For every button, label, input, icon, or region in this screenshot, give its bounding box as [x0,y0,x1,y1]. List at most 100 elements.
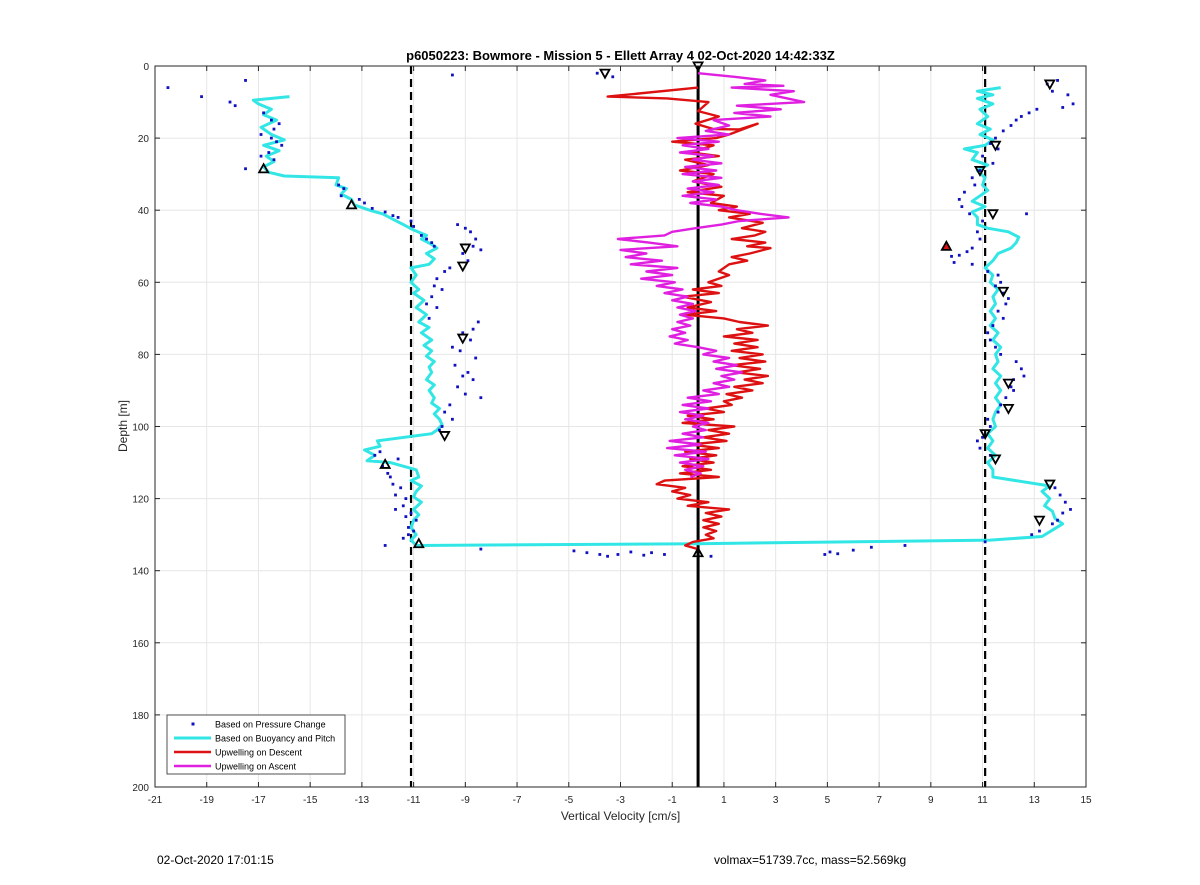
pressure-change-point [978,446,982,450]
y-axis-label: Depth [m] [116,400,130,452]
x-tick-label: 1 [721,795,727,806]
pressure-change-point [407,526,410,529]
triangle-marker-down [1002,403,1015,415]
pressure-change-point [479,547,483,551]
triangle-marker-down [1033,515,1046,527]
pressure-change-point [983,540,987,544]
y-tick-label: 120 [132,495,149,506]
triangle-marker-up [692,546,705,558]
pressure-change-point [463,226,467,230]
pressure-change-point [994,345,997,349]
pressure-change-point [616,553,620,556]
pressure-change-point [572,549,576,553]
pressure-change-point [975,439,979,443]
pressure-change-point [650,551,653,555]
pressure-change-point [903,544,907,547]
y-tick-label: 40 [138,206,150,217]
x-tick-label: 9 [928,795,934,806]
x-tick-label: -3 [616,795,625,806]
triangle-marker-down [986,209,999,221]
triangle-marker-down [459,243,472,255]
pressure-change-point [404,497,408,500]
pressure-change-point [957,197,961,201]
pressure-change-point [981,435,984,439]
pressure-change-point [999,403,1003,407]
footer-timestamp: 02-Oct-2020 17:01:15 [157,853,274,867]
pressure-change-point [828,550,832,554]
pressure-change-point [272,158,276,162]
pressure-change-point [1056,79,1059,82]
pressure-change-point [598,553,602,556]
pressure-change-point [1027,111,1031,115]
pressure-change-point [823,553,827,556]
pressure-change-point [1035,107,1039,111]
pressure-change-point [606,554,609,558]
pressure-change-point [479,248,483,252]
triangle-marker-up [379,457,392,469]
pressure-change-point [629,550,633,554]
y-tick-label: 80 [138,350,150,361]
pressure-change-point [986,270,990,273]
pressure-change-point [409,219,413,223]
pressure-change-point [262,111,266,115]
pressure-change-point [994,136,997,140]
pressure-change-point [456,385,459,389]
pressure-change-point [357,197,361,201]
y-tick-label: 0 [143,62,149,73]
pressure-change-point [409,511,413,515]
pressure-change-point [370,206,374,210]
pressure-change-point [975,230,979,234]
pressure-change-point [963,190,966,194]
pressure-change-point [451,345,454,349]
triangle-marker-up [940,239,953,251]
pressure-change-point [595,71,599,75]
x-tick-label: 3 [773,795,779,806]
pressure-change-point [166,86,170,90]
pressure-change-point [642,553,646,557]
pressure-change-point [1009,124,1013,127]
pressure-change-point [399,486,403,490]
pressure-change-point [991,161,995,165]
triangle-marker-up [257,162,270,174]
pressure-change-point [1001,129,1005,133]
pressure-change-point [952,261,956,264]
pressure-change-point [996,309,1000,313]
legend-label: Based on Buoyancy and Pitch [215,734,335,744]
pressure-change-point [709,554,713,558]
legend-label: Based on Pressure Change [215,720,326,730]
pressure-change-point [1001,316,1005,320]
pressure-change-point [401,504,405,508]
y-tick-label: 160 [132,639,149,650]
pressure-change-point [269,118,273,122]
pressure-change-point [435,277,439,281]
pressure-change-point [970,246,974,250]
pressure-change-point [461,374,465,378]
pressure-change-point [373,453,377,457]
pressure-change-point [981,154,984,158]
triangle-marker-down [989,454,1002,466]
pressure-change-point [471,244,475,248]
legend-label: Upwelling on Ascent [215,762,297,772]
y-tick-label: 20 [138,134,150,145]
pressure-change-point [200,95,203,99]
pressure-change-point [1009,385,1013,389]
pressure-change-point [272,127,276,131]
x-tick-label: -15 [303,795,318,806]
pressure-change-point [869,545,873,549]
pressure-change-point [383,210,387,214]
pressure-change-point [957,253,961,257]
pressure-change-point [978,237,982,241]
triangle-marker-down [989,140,1002,152]
pressure-change-point [259,154,263,158]
pressure-change-point [244,167,247,171]
pressure-change-point [960,205,964,208]
triangle-marker-down [1002,378,1015,390]
pressure-change-point [476,320,480,324]
pressure-change-point [386,471,390,475]
y-tick-label: 200 [132,783,149,794]
pressure-change-point [440,288,444,291]
pressure-change-point [396,216,400,219]
pressure-change-point [1063,500,1067,504]
pressure-change-point [1004,396,1008,400]
pressure-change-point [988,425,992,428]
